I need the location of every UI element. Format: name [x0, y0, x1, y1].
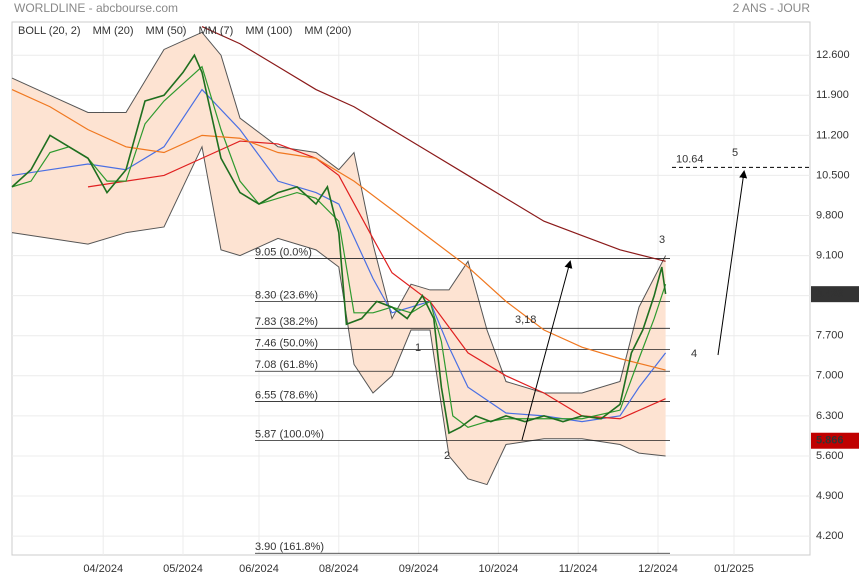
- y-tick-label: 9.800: [816, 209, 844, 221]
- price-badge: [811, 432, 859, 449]
- y-tick-label: 7.000: [816, 370, 844, 382]
- arrow: [521, 260, 573, 441]
- x-tick-label: 05/2024: [163, 563, 203, 575]
- y-tick-label: 9.100: [816, 249, 844, 261]
- y-tick-label: 10.500: [816, 169, 850, 181]
- x-tick-label: 10/2024: [479, 563, 519, 575]
- price-badge-label: 8.426: [816, 288, 844, 300]
- y-tick-label: 6.300: [816, 410, 844, 422]
- price-line: [11, 53, 667, 435]
- wave-label: 1: [415, 342, 421, 354]
- x-tick-label: 06/2024: [239, 563, 279, 575]
- legend-entry: MM (20): [93, 25, 134, 37]
- legend-entry: MM (7): [198, 25, 233, 37]
- fib-label: 7.08 (61.8%): [255, 359, 318, 371]
- fib-label: 6.55 (78.6%): [255, 389, 318, 401]
- target-label: 10.64: [676, 153, 704, 165]
- band-lower: [11, 145, 666, 486]
- legend-entry: MM (50): [146, 25, 187, 37]
- x-tick-label: 12/2024: [638, 563, 678, 575]
- price-badge-label: 5.866: [816, 435, 844, 447]
- y-tick-label: 11.200: [816, 129, 849, 141]
- y-tick-label: 4.900: [816, 490, 844, 502]
- fib-label: 5.87 (100.0%): [255, 428, 324, 440]
- fib-label: 7.46 (50.0%): [255, 337, 318, 349]
- wave-label: 5: [732, 147, 738, 159]
- y-tick-label: 4.200: [816, 530, 844, 542]
- x-tick-label: 04/2024: [83, 563, 123, 575]
- wave-label: 3: [659, 234, 665, 246]
- y-tick-label: 7.700: [816, 330, 844, 342]
- fib-label: 8.30 (23.6%): [255, 289, 318, 301]
- y-tick-label: 12.600: [816, 49, 850, 61]
- moving-average: [201, 26, 666, 262]
- arrow: [717, 170, 748, 356]
- x-tick-label: 08/2024: [319, 563, 359, 575]
- wave-label: 2: [444, 450, 450, 462]
- wave-label: 4: [691, 348, 697, 360]
- chart-subtitle: 2 ANS - JOUR: [733, 1, 811, 15]
- fib-label: 3.90 (161.8%): [255, 541, 324, 553]
- chart-title: WORLDLINE - abcbourse.com: [14, 1, 178, 15]
- x-tick-label: 09/2024: [399, 563, 439, 575]
- fib-label: 7.83 (38.2%): [255, 316, 318, 328]
- legend-entry: MM (100): [245, 25, 292, 37]
- x-tick-label: 01/2025: [714, 563, 754, 575]
- y-tick-label: 11.900: [816, 89, 849, 101]
- fib-label: 9.05 (0.0%): [255, 246, 312, 258]
- y-tick-label: 5.600: [816, 450, 844, 462]
- moving-average: [11, 89, 666, 371]
- plot-frame: [11, 21, 811, 556]
- moving-average: [87, 140, 666, 420]
- legend-entry: MM (200): [304, 25, 351, 37]
- price-badge: [811, 286, 859, 303]
- x-tick-label: 11/2024: [559, 563, 598, 575]
- legend-entry: BOLL (20, 2): [18, 25, 81, 37]
- gap-label: 3,18: [515, 314, 536, 326]
